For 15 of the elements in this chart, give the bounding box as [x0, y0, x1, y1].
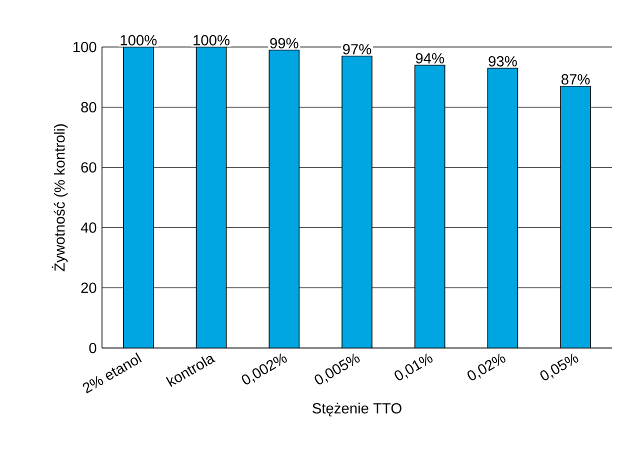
data-label: 93%: [488, 56, 517, 66]
y-tick-label: 20: [81, 282, 96, 293]
data-label: 100%: [194, 35, 230, 46]
y-tick-label: 40: [80, 222, 96, 233]
y-axis-title: Żywotność (% kontroli): [52, 124, 68, 272]
data-label: 97%: [343, 44, 372, 54]
y-tick-label: 0: [89, 342, 96, 354]
data-label: 94%: [416, 53, 444, 64]
data-label: 100%: [120, 35, 157, 46]
y-tick-label: 100: [73, 42, 96, 52]
x-axis-title: Stężenie TTO: [312, 402, 402, 416]
y-tick-label: 80: [81, 102, 96, 112]
data-label: 99%: [270, 38, 298, 48]
y-tick-label: 60: [81, 162, 96, 173]
data-label: 87%: [562, 74, 590, 85]
